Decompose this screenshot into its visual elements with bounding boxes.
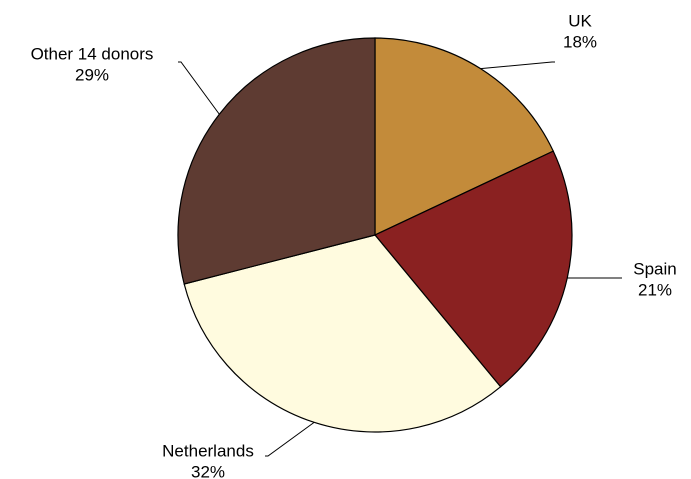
slice-value-label: 32% [191, 462, 225, 479]
leader-line [178, 61, 220, 115]
slice-label: Spain [633, 259, 676, 278]
slice-label: Other 14 donors [31, 44, 154, 63]
slice-label: Netherlands [162, 441, 254, 460]
slice-label: UK [568, 11, 592, 30]
pie-slice [177, 37, 376, 285]
leader-line [480, 61, 555, 70]
slice-value-label: 18% [563, 32, 597, 51]
pie-slice [374, 37, 555, 236]
pie-slice [374, 150, 573, 388]
slice-value-label: 21% [638, 280, 672, 299]
leader-line [265, 421, 315, 457]
slice-value-label: 29% [75, 65, 109, 84]
